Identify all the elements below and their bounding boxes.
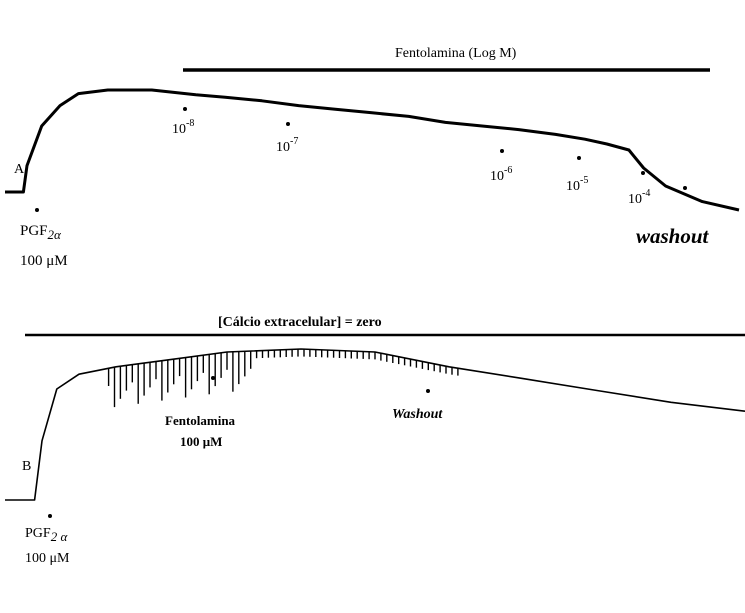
drug-dose-b: 100 μM: [180, 434, 222, 449]
panel-b: [Cálcio extracelular] = zero B PGF2 α 10…: [5, 315, 745, 566]
drug-label-b: Fentolamina: [165, 413, 236, 428]
dose-label-1e-7: 10-7: [276, 136, 298, 155]
phentolamine-bar-label-a: Fentolamina (Log M): [395, 46, 517, 61]
agonist-marker-a: [35, 208, 39, 212]
trace-a: [5, 88, 740, 212]
agonist-dose-b: 100 μM: [25, 551, 70, 566]
panel-b-letter: B: [22, 459, 31, 474]
dose-marker-1e-7: [286, 122, 290, 126]
dose-marker-1e-4: [641, 171, 645, 175]
dose-label-1e-4: 10-4: [628, 188, 650, 207]
oscillations-b: [107, 349, 459, 408]
calcium-bar-label-b: [Cálcio extracelular] = zero: [218, 315, 382, 330]
washout-label-a: washout: [636, 224, 710, 248]
washout-marker-a: [683, 186, 687, 190]
agonist-label-b: PGF2 α: [25, 526, 68, 544]
dose-label-1e-6: 10-6: [490, 165, 512, 184]
panel-a: Fentolamina (Log M) A PGF2α 100 μM 10-8 …: [5, 46, 740, 269]
washout-label-b: Washout: [392, 407, 443, 422]
dose-label-1e-5: 10-5: [566, 175, 588, 194]
trace-b: [5, 348, 745, 501]
agonist-dose-a: 100 μM: [20, 253, 68, 269]
dose-marker-1e-5: [577, 156, 581, 160]
dose-marker-1e-6: [500, 149, 504, 153]
panel-a-letter: A: [14, 162, 25, 177]
washout-marker-b: [426, 389, 430, 393]
dose-label-1e-8: 10-8: [172, 118, 194, 137]
drug-marker-b: [211, 376, 215, 380]
agonist-marker-b: [48, 514, 52, 518]
dose-marker-1e-8: [183, 107, 187, 111]
agonist-label-a: PGF2α: [20, 223, 62, 242]
